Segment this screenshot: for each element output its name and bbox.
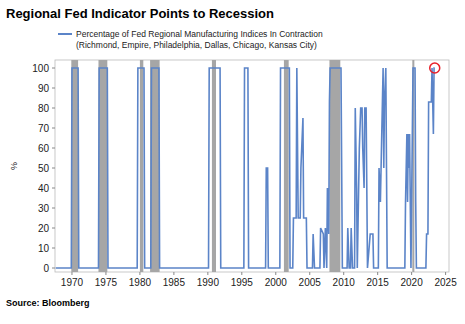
- x-tick: [411, 272, 412, 275]
- x-tick-label: 2000: [265, 277, 288, 288]
- recession-band: [212, 60, 216, 272]
- y-tick-label: 10: [38, 243, 50, 254]
- y-tick: [52, 268, 55, 269]
- y-tick: [52, 68, 55, 69]
- y-tick: [52, 228, 55, 229]
- plot-area: [56, 60, 435, 272]
- plot-frame: [55, 60, 449, 272]
- x-tick: [241, 272, 242, 275]
- legend-swatch: [58, 33, 72, 35]
- highlight-circle: [430, 63, 440, 73]
- y-tick: [52, 248, 55, 249]
- x-tick: [207, 272, 208, 275]
- recession-band: [140, 60, 143, 272]
- x-tick: [105, 272, 106, 275]
- y-tick-label: 60: [38, 143, 50, 154]
- x-tick-label: 2005: [299, 277, 322, 288]
- y-tick-label: 100: [32, 63, 49, 74]
- title: Regional Fed Indicator Points to Recessi…: [6, 6, 274, 21]
- x-tick: [377, 272, 378, 275]
- x-tick: [275, 272, 276, 275]
- x-tick: [309, 272, 310, 275]
- y-tick-label: 20: [38, 223, 50, 234]
- legend-label-line: Percentage of Fed Regional Manufacturing…: [76, 29, 323, 39]
- x-tick-label: 2025: [434, 277, 457, 288]
- recession-band: [329, 60, 340, 272]
- x-tick-label: 1985: [163, 277, 186, 288]
- recession-band: [284, 60, 289, 272]
- y-tick-label: 30: [38, 203, 50, 214]
- y-tick-label: 80: [38, 103, 50, 114]
- source: Source: Bloomberg: [6, 298, 90, 308]
- x-tick-label: 1990: [197, 277, 220, 288]
- y-tick-label: 0: [43, 263, 49, 274]
- y-tick: [52, 108, 55, 109]
- x-tick-label: 2020: [401, 277, 424, 288]
- y-tick-label: 40: [38, 183, 50, 194]
- x-tick-label: 1975: [95, 277, 118, 288]
- x-tick-label: 1970: [61, 277, 84, 288]
- y-tick-label: 50: [38, 163, 50, 174]
- x-tick: [139, 272, 140, 275]
- legend-label-line: (Richmond, Empire, Philadelphia, Dallas,…: [76, 40, 317, 50]
- y-tick-label: 70: [38, 123, 50, 134]
- series-line: [56, 68, 435, 268]
- x-tick-label: 2010: [333, 277, 356, 288]
- y-tick-label: 90: [38, 83, 50, 94]
- y-tick: [52, 168, 55, 169]
- chart: Regional Fed Indicator Points to Recessi…: [0, 0, 465, 324]
- y-tick: [52, 148, 55, 149]
- y-tick: [52, 88, 55, 89]
- x-tick: [445, 272, 446, 275]
- legend-label: Percentage of Fed Regional Manufacturing…: [76, 29, 323, 50]
- x-tick-label: 2015: [367, 277, 390, 288]
- x-tick-label: 1980: [129, 277, 152, 288]
- x-tick: [343, 272, 344, 275]
- y-axis-label: %: [9, 162, 19, 170]
- y-tick: [52, 188, 55, 189]
- x-tick-label: 1995: [231, 277, 254, 288]
- x-tick: [71, 272, 72, 275]
- x-tick: [173, 272, 174, 275]
- y-tick: [52, 208, 55, 209]
- y-tick: [52, 128, 55, 129]
